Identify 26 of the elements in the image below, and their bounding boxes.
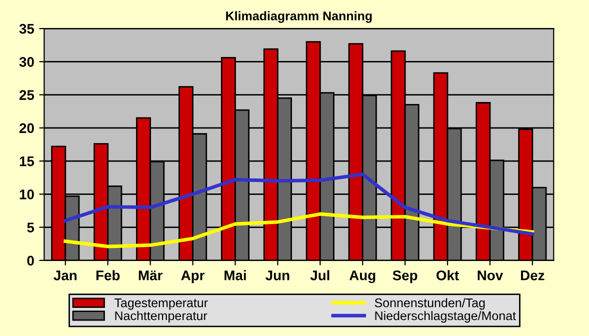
x-tick-label: Mär (138, 270, 162, 280)
y-tick-label: 30 (19, 57, 34, 67)
y-tick-label: 15 (20, 156, 34, 166)
legend-label: Niederschlagstage/Monat (375, 310, 516, 323)
legend-label: Tagestemperatur (114, 298, 208, 310)
x-tick-label: Sep (392, 270, 418, 284)
x-tick-label: Jul (310, 270, 330, 280)
y-tick-label: 35 (19, 24, 34, 34)
legend-label: Sonnenstunden/Tag (374, 298, 485, 310)
y-tick-label: 10 (20, 189, 34, 200)
x-tick-label: Okt (436, 270, 459, 280)
line-series (64, 172, 534, 236)
x-tick-label: Jun (266, 270, 290, 280)
x-tick-label: Jan (54, 270, 77, 280)
y-tick-label: 20 (19, 123, 34, 134)
x-tick-label: Mai (224, 270, 246, 280)
chart-title: Klimadiagramm Nanning (226, 11, 372, 23)
x-tick-label: Dez (521, 270, 544, 280)
x-tick-label: Feb (96, 270, 120, 280)
legend-label: Nachttemperatur (115, 310, 208, 323)
x-tick-label: Apr (181, 270, 205, 284)
y-tick-label: 5 (27, 222, 34, 232)
x-tick-label: Nov (478, 270, 504, 280)
y-tick-label: 25 (19, 90, 34, 100)
x-tick-label: Aug (349, 270, 376, 284)
y-tick-label: 0 (27, 256, 34, 266)
